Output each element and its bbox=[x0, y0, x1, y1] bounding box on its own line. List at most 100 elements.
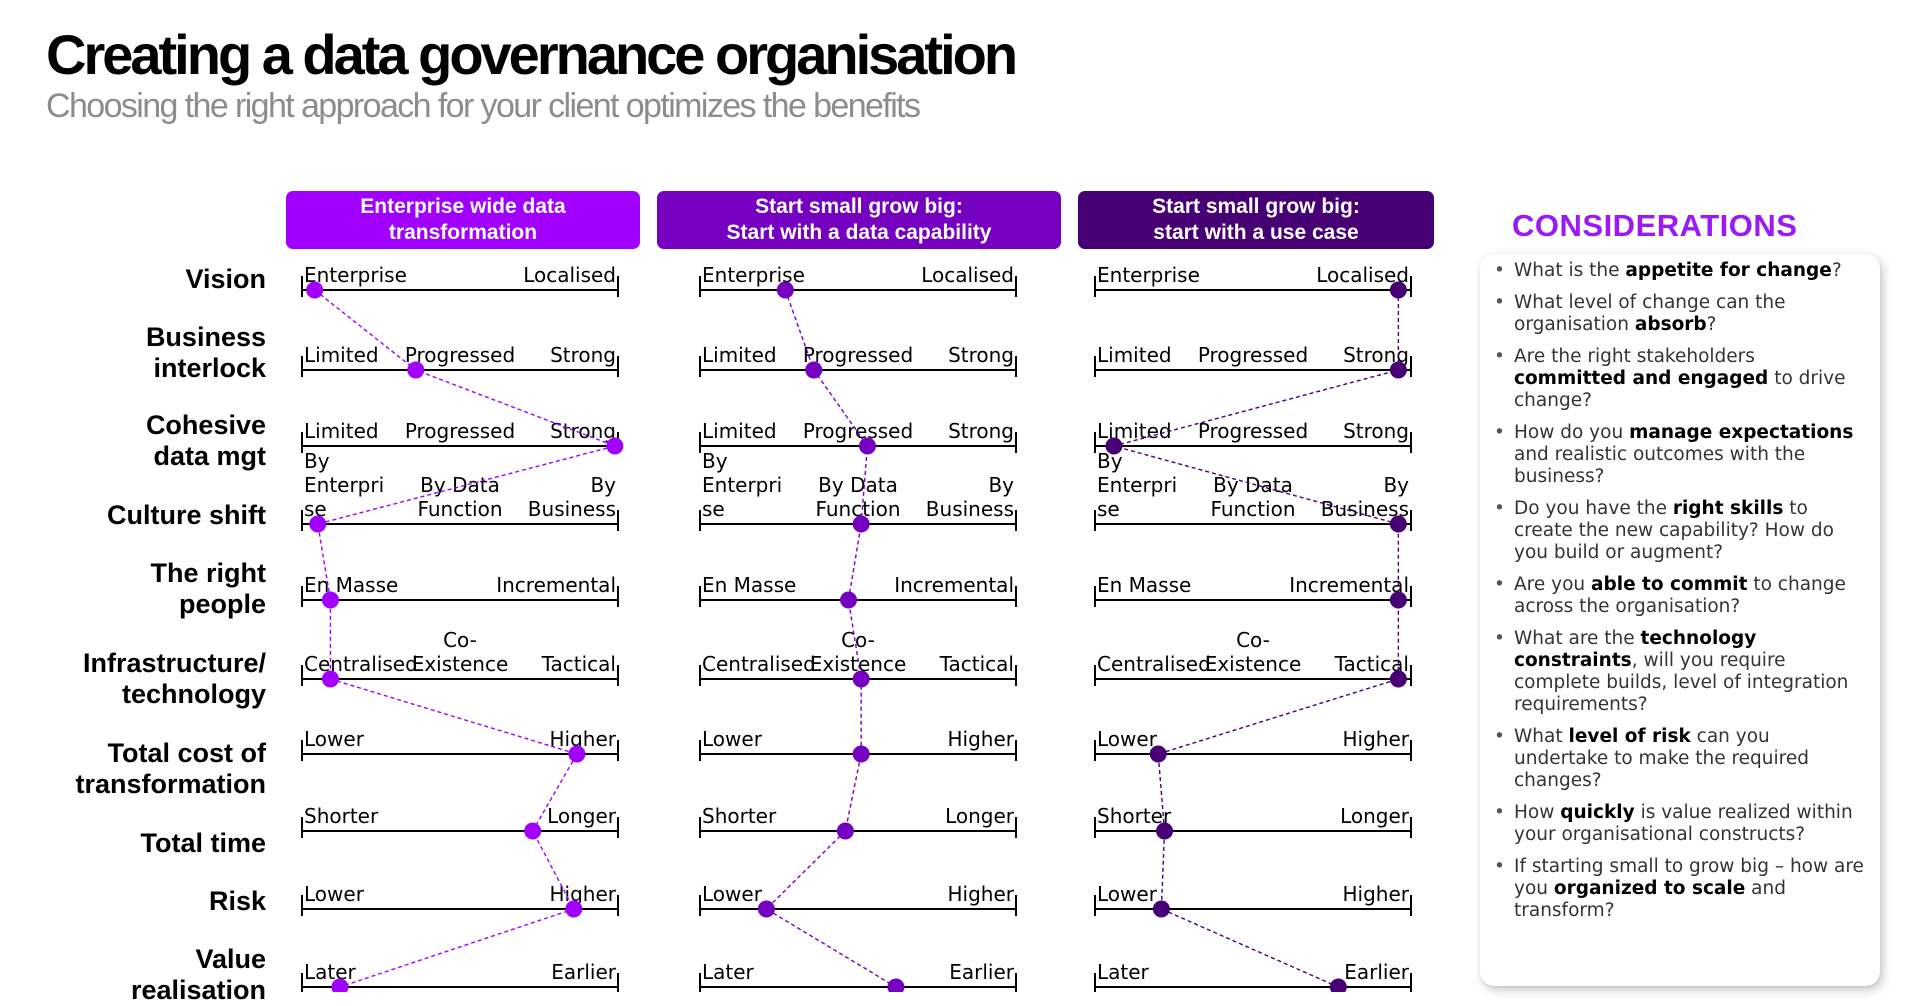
position-marker bbox=[1152, 900, 1170, 918]
row-label-line: The right bbox=[150, 558, 267, 588]
scale-label: Centralised bbox=[1097, 652, 1211, 676]
bullet-icon: • bbox=[1494, 726, 1505, 747]
bullet-icon: • bbox=[1494, 856, 1505, 877]
bullet-icon: • bbox=[1494, 498, 1505, 519]
scale-label: Strong bbox=[550, 343, 616, 367]
consideration-emphasis: organized to scale bbox=[1553, 878, 1746, 899]
considerations-title: CONSIDERATIONS bbox=[1512, 208, 1798, 243]
position-marker bbox=[1389, 361, 1407, 379]
scale-label: Tactical bbox=[939, 652, 1014, 676]
consideration-item: • If starting small to grow big – how are… bbox=[1494, 856, 1868, 922]
consideration-text: and realistic outcomes with the business… bbox=[1514, 444, 1806, 487]
scale-label: Later bbox=[1097, 960, 1150, 984]
scale-label: Limited bbox=[702, 343, 777, 367]
consideration-text: to drive change? bbox=[1514, 368, 1846, 411]
bullet-icon: • bbox=[1494, 260, 1505, 281]
position-marker bbox=[524, 822, 542, 840]
consideration-emphasis: absorb bbox=[1634, 314, 1707, 335]
scale-label: By Data Function bbox=[1210, 473, 1295, 521]
scale-label: Localised bbox=[921, 263, 1014, 287]
column-header-data-capability: Start small grow big: Start with a data … bbox=[657, 191, 1061, 249]
scale-label: Shorter bbox=[702, 804, 777, 828]
scale-label: By Business bbox=[1321, 473, 1409, 521]
consideration-text: , will you require complete builds, leve… bbox=[1514, 650, 1849, 715]
position-marker bbox=[852, 515, 870, 533]
position-marker bbox=[1389, 670, 1407, 688]
scale-label: Shorter bbox=[1097, 804, 1172, 828]
scale-label: Higher bbox=[948, 882, 1015, 906]
column-header-use-case: Start small grow big: start with a use c… bbox=[1078, 191, 1434, 249]
row-label-line: people bbox=[178, 589, 266, 619]
consideration-emphasis: manage expectations bbox=[1629, 422, 1854, 443]
scale-label: Limited bbox=[304, 419, 379, 443]
consideration-text: What is the bbox=[1514, 260, 1626, 281]
row-label: Culture shift bbox=[0, 500, 266, 531]
consideration-emphasis: quickly bbox=[1560, 802, 1635, 823]
consideration-text: ? bbox=[1831, 260, 1842, 281]
scale-label: En Masse bbox=[304, 573, 398, 597]
scale-label: Strong bbox=[1343, 419, 1409, 443]
column-header-line1: Enterprise wide data bbox=[360, 195, 566, 218]
position-marker bbox=[858, 437, 876, 455]
row-label: Risk bbox=[0, 886, 266, 917]
position-marker bbox=[852, 670, 870, 688]
consideration-emphasis: technology constraints bbox=[1514, 628, 1757, 671]
row-label-line: Vision bbox=[185, 264, 266, 294]
position-marker bbox=[606, 437, 624, 455]
position-marker bbox=[776, 281, 794, 299]
scale-diagram: Enterprise Localised Enterprise Localised En… bbox=[301, 263, 1412, 992]
considerations-list: • What is the appetite for change? • What l… bbox=[1480, 254, 1880, 922]
scale-label: Strong bbox=[948, 419, 1014, 443]
row-label: Total cost of transformation bbox=[0, 738, 266, 800]
scale-label: Enterprise bbox=[304, 263, 407, 287]
position-marker bbox=[1149, 745, 1167, 763]
row-label-line: data mgt bbox=[153, 441, 266, 471]
scale-label: Centralised bbox=[702, 652, 816, 676]
consideration-item: • How do you manage expectations and real… bbox=[1494, 422, 1868, 488]
column-header-enterprise-wide: Enterprise wide data transformation bbox=[286, 191, 640, 249]
consideration-item: • Do you have the right skills to create … bbox=[1494, 498, 1868, 564]
scale-label: Co-Existence bbox=[810, 628, 907, 676]
consideration-text: What bbox=[1514, 726, 1569, 747]
scale-label: Longer bbox=[945, 804, 1015, 828]
consideration-emphasis: committed and engaged bbox=[1514, 368, 1769, 389]
position-marker bbox=[568, 745, 586, 763]
scale-label: Later bbox=[702, 960, 755, 984]
scale-label: Tactical bbox=[541, 652, 616, 676]
position-marker bbox=[836, 822, 854, 840]
scale-label: Progressed bbox=[803, 343, 913, 367]
position-marker bbox=[565, 900, 583, 918]
consideration-text: What are the bbox=[1514, 628, 1641, 649]
consideration-item: • Are you able to commit to change across… bbox=[1494, 574, 1868, 618]
position-marker bbox=[407, 361, 425, 379]
scale-label: By Data Function bbox=[815, 473, 900, 521]
scale-label: Longer bbox=[1340, 804, 1410, 828]
scale-label: Co-Existence bbox=[1205, 628, 1302, 676]
scale-label: Enterprise bbox=[1097, 263, 1200, 287]
scale-label: Lower bbox=[702, 882, 763, 906]
connector-line bbox=[1111, 290, 1400, 988]
column-header-line1: Start small grow big: bbox=[1152, 195, 1360, 218]
position-marker bbox=[757, 900, 775, 918]
scale-label: Progressed bbox=[405, 419, 515, 443]
consideration-emphasis: appetite for change bbox=[1625, 260, 1832, 281]
scale-label: Progressed bbox=[1198, 419, 1308, 443]
position-marker bbox=[852, 745, 870, 763]
consideration-text: Are you bbox=[1514, 574, 1591, 595]
position-marker bbox=[1389, 281, 1407, 299]
consideration-text: is value realized within your organisati… bbox=[1514, 802, 1853, 845]
scale-label: Limited bbox=[1097, 343, 1172, 367]
scale-label: Progressed bbox=[803, 419, 913, 443]
scale-label: Limited bbox=[304, 343, 379, 367]
bullet-icon: • bbox=[1494, 346, 1505, 367]
position-marker bbox=[1156, 822, 1174, 840]
scale-label: Limited bbox=[702, 419, 777, 443]
position-marker bbox=[331, 978, 349, 992]
consideration-text: If starting small to grow big – how are … bbox=[1514, 856, 1864, 899]
row-label-line: Infrastructure/ bbox=[82, 648, 266, 678]
column-header-line2: start with a use case bbox=[1153, 221, 1359, 244]
position-marker bbox=[1389, 591, 1407, 609]
bullet-icon: • bbox=[1494, 422, 1505, 443]
row-label-line: Risk bbox=[208, 886, 266, 916]
row-label-line: Total cost of bbox=[107, 738, 267, 768]
